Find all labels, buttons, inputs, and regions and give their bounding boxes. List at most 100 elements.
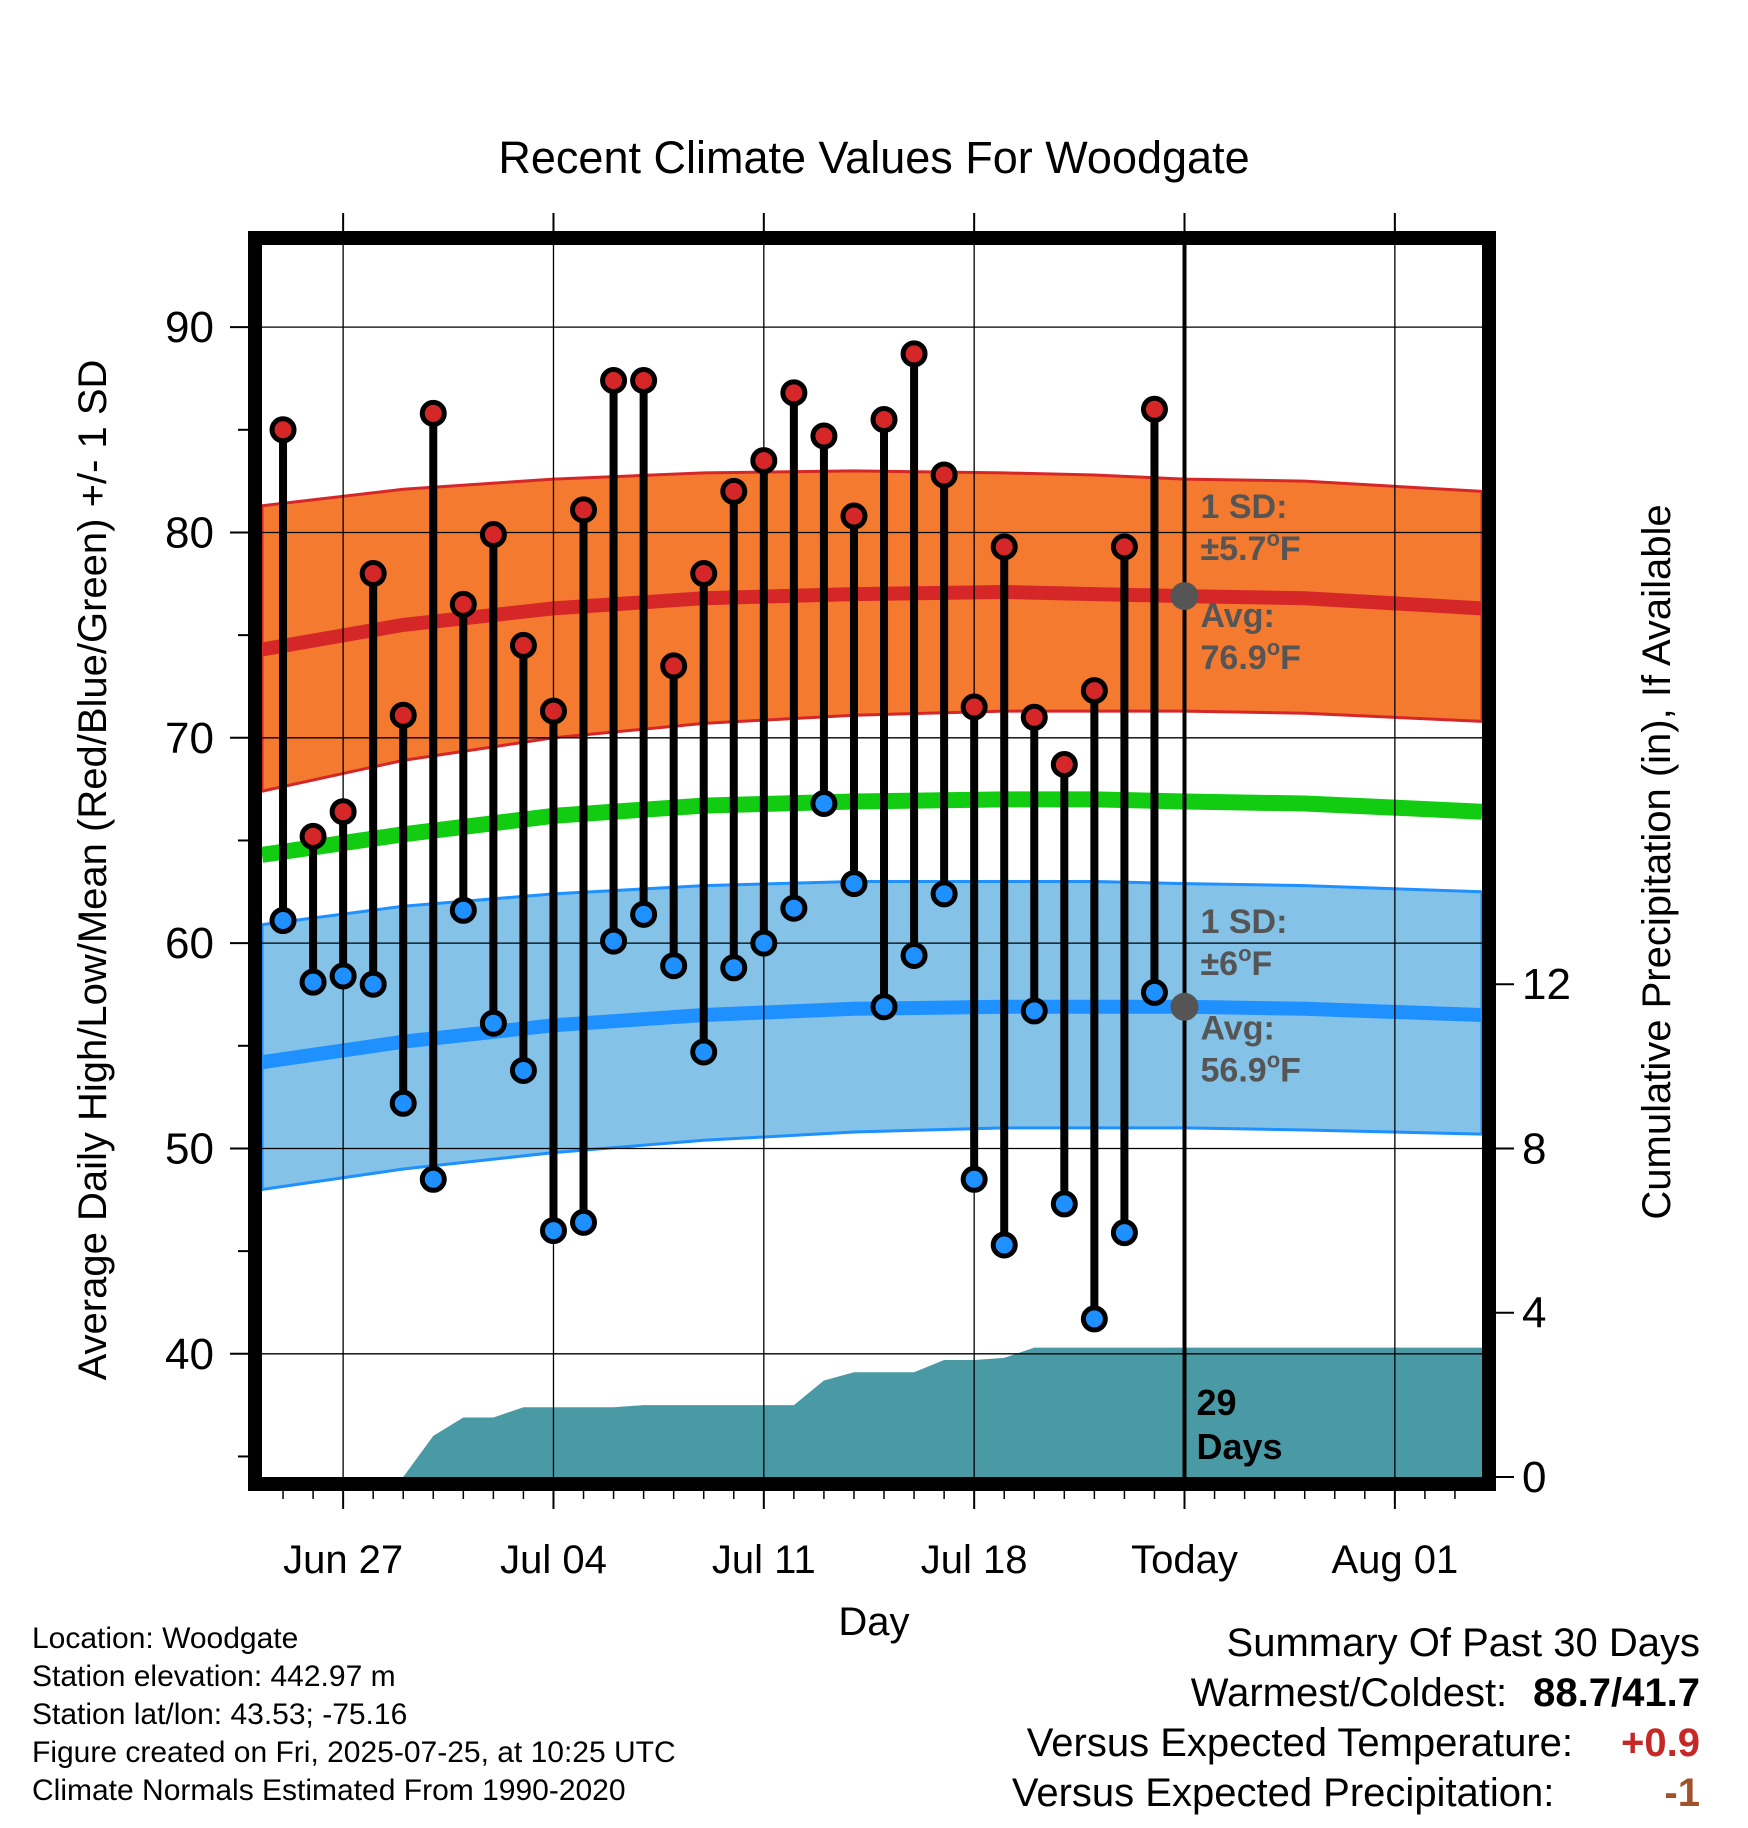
y-right-tick-label: 12 (1522, 960, 1571, 1009)
y-tick-label: 90 (165, 303, 214, 352)
high-point (630, 367, 658, 395)
high-point (509, 631, 537, 659)
low-sd-annotation-unit-sup: o (1238, 941, 1251, 966)
high-point (840, 502, 868, 530)
low-point (1080, 1305, 1108, 1333)
low-point (690, 1038, 718, 1066)
low-avg-annotation-label: Avg: (1201, 1010, 1275, 1048)
high-point (1140, 395, 1168, 423)
low-point (990, 1231, 1018, 1259)
x-tick-label: Aug 01 (1331, 1538, 1458, 1582)
summary-panel: Summary Of Past 30 Days Warmest/Coldest:… (1012, 1618, 1700, 1818)
plot-frame (248, 231, 1496, 1491)
location-text: Location: Woodgate (32, 1622, 299, 1655)
latlon-text: Station lat/lon: 43.53; -75.16 (32, 1698, 408, 1731)
high-avg-annotation-value: 76.9oF (1201, 635, 1301, 677)
low-avg-annotation-value: 56.9oF (1201, 1048, 1301, 1090)
x-axis-label: Day (838, 1600, 909, 1644)
low-point (449, 896, 477, 924)
low-sd-annotation-label: 1 SD: (1201, 903, 1288, 941)
low-point (479, 1009, 507, 1037)
x-tick-label: Jul 04 (500, 1538, 607, 1582)
high-point (690, 560, 718, 588)
y-tick-label: 70 (165, 714, 214, 763)
days-count-word: Days (1197, 1426, 1283, 1467)
low-point (720, 954, 748, 982)
low-sd-annotation-value: ±6oF (1201, 941, 1273, 983)
precip-area (403, 1347, 1482, 1477)
low-point (780, 894, 808, 922)
y-tick-label: 60 (165, 919, 214, 968)
y-tick-label: 50 (165, 1124, 214, 1173)
low-point (810, 790, 838, 818)
y-right-tick-label: 0 (1522, 1453, 1546, 1502)
elevation-text: Station elevation: 442.97 m (32, 1660, 396, 1693)
summary-title: Summary Of Past 30 Days (1226, 1621, 1700, 1665)
low-point (539, 1217, 567, 1245)
low-point (1110, 1219, 1138, 1247)
days-count-number: 29 (1197, 1382, 1237, 1423)
low-point (1140, 978, 1168, 1006)
high-point (329, 798, 357, 826)
temp-value: +0.9 (1621, 1721, 1700, 1765)
precip-label: Versus Expected Precipitation: (1011, 1771, 1555, 1815)
y-tick-label: 80 (165, 508, 214, 557)
normals-text: Climate Normals Estimated From 1990-2020 (32, 1774, 626, 1807)
high-point (449, 590, 477, 618)
high-point (810, 422, 838, 450)
warm-cold-label: Warmest/Coldest: (1190, 1671, 1508, 1715)
high-point (479, 521, 507, 549)
low-point (1050, 1190, 1078, 1218)
low-point (570, 1208, 598, 1236)
high-point (1080, 677, 1108, 705)
precip-value: -1 (1664, 1771, 1700, 1815)
y-axis-label-left: Average Daily High/Low/Mean (Red/Blue/Gr… (71, 360, 115, 1381)
low-sd-annotation-unit-letter: F (1252, 945, 1273, 983)
low-point (750, 929, 778, 957)
x-tick-label: Jul 18 (921, 1538, 1028, 1582)
station-info: Location: Woodgate Station elevation: 44… (32, 1620, 676, 1810)
today-high-avg-dot (1170, 582, 1199, 611)
summary-precip: Versus Expected Precipitation: -1 (1012, 1768, 1700, 1818)
low-avg-annotation-unit-sup: o (1267, 1048, 1280, 1073)
high-point (1020, 703, 1048, 731)
high-point (299, 822, 327, 850)
y-axis-label-right: Cumulative Precipitation (in), If Availa… (1635, 504, 1679, 1219)
summary-warm-cold: Warmest/Coldest: 88.7/41.7 (1012, 1668, 1700, 1718)
high-point (930, 461, 958, 489)
high-point (990, 533, 1018, 561)
high-sd-annotation-label: 1 SD: (1201, 488, 1288, 526)
low-point (389, 1089, 417, 1117)
high-point (720, 477, 748, 505)
high-sd-annotation-unit-letter: F (1280, 530, 1301, 568)
low-avg-annotation-unit-letter: F (1280, 1052, 1301, 1090)
low-point (269, 907, 297, 935)
temp-label: Versus Expected Temperature: (1026, 1721, 1574, 1765)
created-text: Figure created on Fri, 2025-07-25, at 10… (32, 1736, 676, 1769)
y-tick-label: 40 (165, 1330, 214, 1379)
high-point (750, 447, 778, 475)
low-point (419, 1165, 447, 1193)
high-point (600, 367, 628, 395)
low-avg-line (262, 999, 1482, 1070)
x-tick-label: Jul 11 (712, 1538, 816, 1582)
high-point (780, 379, 808, 407)
low-point (900, 941, 928, 969)
low-point (1020, 997, 1048, 1025)
summary-temp: Versus Expected Temperature: +0.9 (1012, 1718, 1700, 1768)
warm-cold-value: 88.7/41.7 (1533, 1671, 1700, 1715)
mean-line (262, 791, 1482, 863)
high-avg-annotation-unit-sup: o (1267, 635, 1280, 660)
low-point (630, 900, 658, 928)
low-point (840, 870, 868, 898)
x-tick-label: Jun 27 (283, 1538, 403, 1582)
low-point (600, 927, 628, 955)
low-point (960, 1165, 988, 1193)
high-point (570, 496, 598, 524)
low-point (930, 880, 958, 908)
low-point (509, 1056, 537, 1084)
high-point (539, 697, 567, 725)
